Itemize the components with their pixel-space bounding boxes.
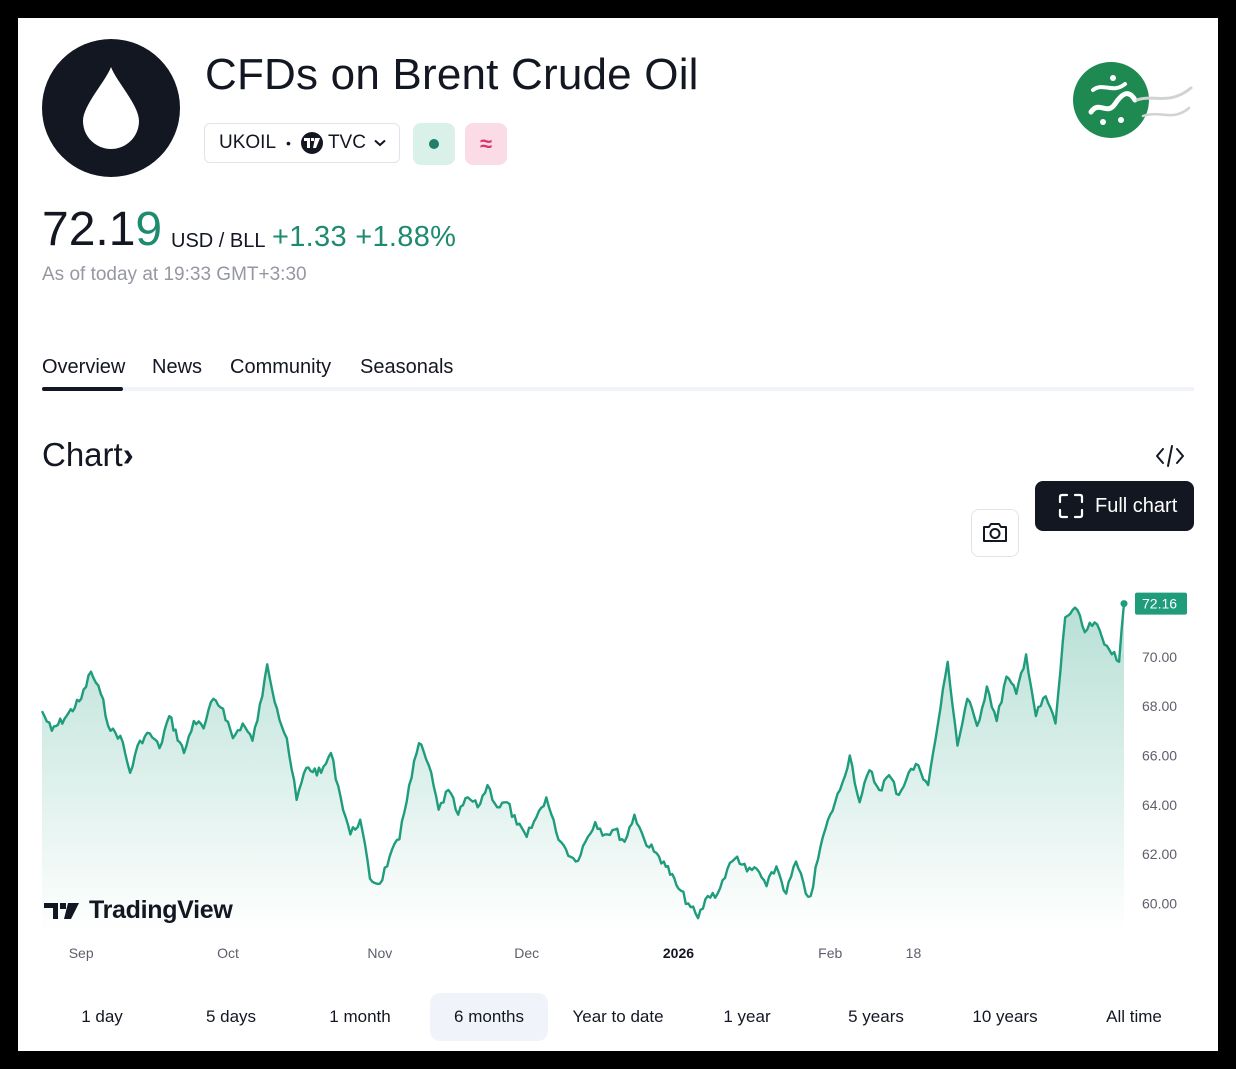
x-tick-label: Dec [514, 945, 539, 961]
camera-icon [983, 523, 1007, 542]
x-tick-label: Sep [69, 945, 94, 961]
snapshot-button[interactable] [971, 509, 1019, 557]
range-1-day[interactable]: 1 day [81, 1007, 123, 1026]
price-chart[interactable]: 60.00 62.00 64.00 66.00 68.00 70.00 Sep Oct Nov… [18, 18, 1218, 978]
time-range-selector: 1 day 5 days 1 month 6 months Year to da… [42, 993, 1194, 1041]
range-all-time[interactable]: All time [1106, 1007, 1162, 1026]
tradingview-wordmark: TradingView [89, 896, 233, 924]
fullscreen-icon [1058, 493, 1084, 519]
range-5-days[interactable]: 5 days [205, 1007, 257, 1026]
exchange-label: TVC [327, 132, 366, 153]
range-1-month[interactable]: 1 month [329, 1007, 391, 1026]
page-title: CFDs on Brent Crude Oil [205, 50, 699, 99]
range-6-months[interactable]: 6 months [430, 993, 548, 1041]
last-value-badge [1135, 592, 1187, 615]
market-open-dot-icon [429, 139, 439, 149]
y-tick-label: 62.00 [1142, 846, 1177, 862]
tab-seasonals[interactable]: Seasonals [360, 356, 454, 378]
price-line [40, 603, 1126, 920]
chart-heading-label: Chart [42, 436, 123, 473]
change-percent: +1.88% [355, 221, 457, 253]
price-last-digit: 9 [135, 203, 163, 256]
range-year-to-date[interactable]: Year to date [572, 1007, 664, 1026]
symbol-logo [42, 39, 180, 177]
last-price: 72.19 [42, 202, 162, 257]
x-tick-label: Feb [818, 945, 842, 961]
x-tick-label: Nov [367, 945, 392, 961]
y-tick-label: 68.00 [1142, 698, 1177, 714]
price-change: +1.33 +1.88% [272, 221, 456, 254]
y-tick-label: 64.00 [1142, 797, 1177, 813]
last-price-point [1120, 600, 1128, 608]
embed-code-icon[interactable] [1154, 442, 1186, 470]
chevron-down-icon [374, 139, 386, 147]
symbol-page: CFDs on Brent Crude Oil UKOIL • TVC ≈ 72… [18, 18, 1218, 1051]
range-5-years[interactable]: 5 years [848, 1007, 904, 1026]
price-unit: USD / BLL [171, 230, 266, 252]
tabs-divider [42, 387, 1194, 391]
y-tick-label: 66.00 [1142, 748, 1177, 764]
tradingview-brand[interactable]: TradingView [44, 896, 233, 925]
active-tab-underline [42, 387, 123, 391]
tab-overview[interactable]: Overview [42, 356, 126, 378]
last-value-label: 72.16 [1142, 596, 1177, 612]
x-tick-label: 18 [906, 945, 922, 961]
tab-news[interactable]: News [152, 356, 203, 378]
y-tick-label: 70.00 [1142, 649, 1177, 665]
change-value: +1.33 [272, 221, 347, 253]
publisher-logo [1073, 62, 1193, 138]
tradingview-badge-icon [300, 132, 323, 154]
symbol-exchange-selector[interactable]: UKOIL • TVC [204, 123, 400, 163]
full-chart-button[interactable]: Full chart [1035, 481, 1194, 558]
y-tick-label: 60.00 [1142, 895, 1177, 911]
price-area-fill [42, 603, 1124, 933]
tab-community[interactable]: Community [230, 356, 332, 378]
symbol-label: UKOIL [219, 132, 277, 153]
x-tick-label: Oct [217, 945, 239, 961]
full-chart-label: Full chart [1095, 494, 1178, 517]
quote-timestamp: As of today at 19:33 GMT+3:30 [42, 264, 307, 285]
cfd-badge[interactable]: ≈ [465, 123, 507, 165]
chart-section-link[interactable]: Chart› [42, 436, 134, 474]
tradingview-logo-icon [44, 902, 79, 919]
chevron-right-icon: › [122, 436, 134, 473]
x-tick-label: 2026 [663, 945, 694, 961]
range-10-years[interactable]: 10 years [972, 1007, 1038, 1026]
range-1-year[interactable]: 1 year [723, 1007, 771, 1026]
market-status-badge[interactable] [413, 123, 455, 165]
separator-dot: • [286, 135, 291, 151]
oil-drop-icon [83, 67, 139, 149]
price-main: 72.1 [42, 203, 136, 256]
